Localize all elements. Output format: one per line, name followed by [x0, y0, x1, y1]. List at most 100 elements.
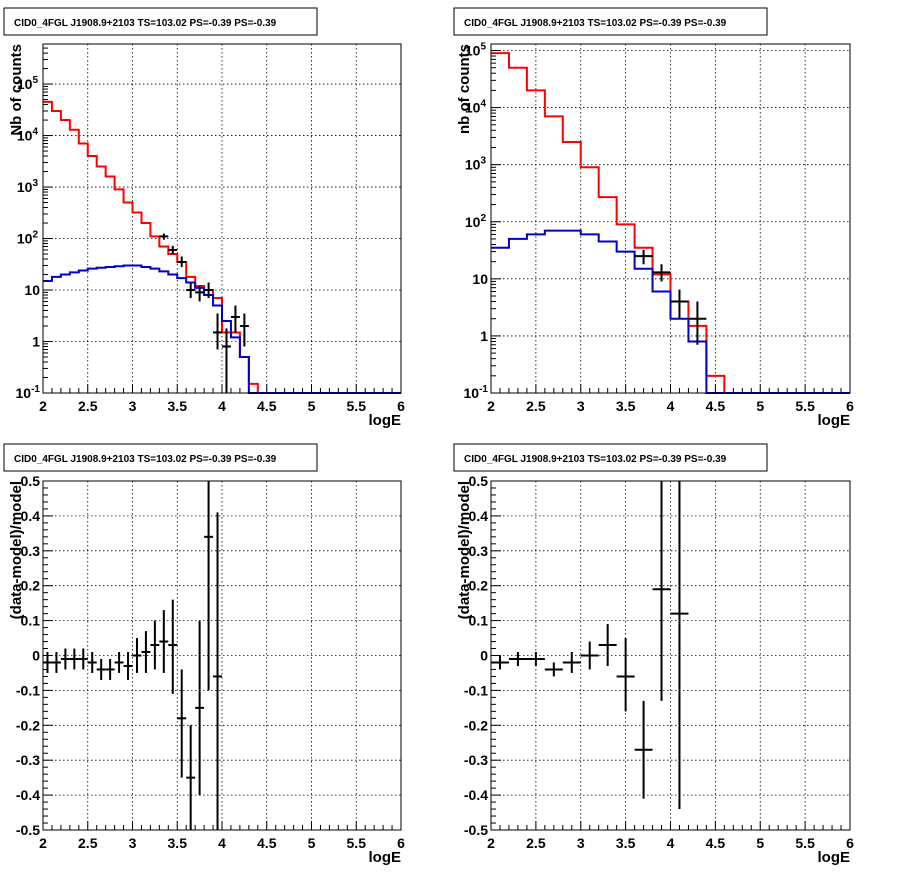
y-tick-label: 104 [465, 99, 487, 116]
y-tick-label: -0.5 [16, 822, 40, 838]
title-box [453, 443, 768, 472]
x-axis-label: logE [369, 849, 402, 866]
y-tick-exponent: 3 [480, 156, 486, 167]
x-tick-label: 6 [397, 835, 405, 851]
chart-panel-1: CID0_4FGL J1908.9+2103 TS=103.02 PS=-0.3… [3, 7, 405, 429]
y-tick-label: 10-1 [464, 384, 489, 401]
chart-title: CID0_4FGL J1908.9+2103 TS=103.02 PS=-0.3… [464, 454, 727, 465]
x-tick-label: 3 [577, 835, 585, 851]
plot-frame [42, 43, 402, 394]
y-tick-label: 0.2 [21, 578, 41, 594]
title-box [3, 7, 318, 36]
x-tick-label: 3.5 [616, 398, 636, 414]
x-tick-label: 2 [39, 398, 47, 414]
y-tick-exponent: 3 [32, 178, 38, 189]
y-tick-label: -0.3 [16, 752, 40, 768]
y-tick-mantissa: 1 [480, 328, 488, 344]
x-tick-label: 4 [667, 835, 675, 851]
y-tick-mantissa: 10 [472, 271, 488, 287]
x-axis-label: logE [818, 412, 851, 429]
y-tick-label: -0.2 [464, 717, 488, 733]
y-tick-label: -0.4 [464, 787, 488, 803]
chart-title: CID0_4FGL J1908.9+2103 TS=103.02 PS=-0.3… [14, 18, 277, 29]
y-tick-label: 10-1 [16, 384, 41, 401]
y-tick-label: 0.1 [469, 613, 489, 629]
x-tick-label: 3 [129, 835, 137, 851]
title-box [453, 7, 768, 36]
x-tick-label: 5 [756, 398, 764, 414]
x-tick-label: 2 [487, 398, 495, 414]
x-tick-label: 3 [129, 398, 137, 414]
y-axis-label: nb of counts [456, 44, 473, 134]
y-tick-exponent: 4 [480, 99, 486, 110]
chart-panel-2: CID0_4FGL J1908.9+2103 TS=103.02 PS=-0.3… [453, 7, 854, 429]
x-tick-label: 2 [487, 835, 495, 851]
x-tick-label: 2.5 [78, 398, 98, 414]
y-tick-label: 103 [465, 156, 487, 173]
y-tick-label: 10 [24, 282, 40, 298]
x-tick-label: 5 [756, 835, 764, 851]
x-tick-label: 4 [667, 398, 675, 414]
y-tick-label: 1 [480, 328, 488, 344]
y-tick-exponent: 5 [480, 42, 486, 53]
y-tick-label: -0.2 [16, 717, 40, 733]
y-tick-exponent: -1 [31, 384, 40, 395]
y-tick-mantissa: 10 [17, 179, 33, 195]
x-tick-label: 5 [308, 398, 316, 414]
y-tick-mantissa: 10 [464, 385, 480, 401]
y-tick-label: 102 [17, 230, 39, 247]
x-tick-label: 4.5 [257, 835, 277, 851]
y-tick-label: 0.4 [21, 508, 41, 524]
y-tick-label: 0.5 [21, 473, 41, 489]
y-tick-exponent: 2 [480, 213, 486, 224]
x-tick-label: 5.5 [795, 398, 815, 414]
y-tick-label: 103 [17, 178, 39, 195]
x-axis-label: logE [818, 849, 851, 866]
x-tick-label: 5.5 [795, 835, 815, 851]
y-tick-exponent: 5 [32, 75, 38, 86]
y-tick-exponent: 2 [32, 230, 38, 241]
y-tick-mantissa: 1 [32, 334, 40, 350]
chart-panel-3: CID0_4FGL J1908.9+2103 TS=103.02 PS=-0.3… [3, 443, 405, 866]
y-tick-label: 0.3 [21, 543, 41, 559]
y-tick-label: 0.2 [469, 578, 489, 594]
y-tick-exponent: 4 [32, 127, 38, 138]
x-axis-label: logE [369, 412, 402, 429]
chart-panel-4: CID0_4FGL J1908.9+2103 TS=103.02 PS=-0.3… [453, 443, 854, 866]
x-tick-label: 2.5 [526, 398, 546, 414]
y-tick-label: 0.3 [469, 543, 489, 559]
x-tick-label: 3 [577, 398, 585, 414]
y-tick-mantissa: 10 [17, 231, 33, 247]
y-tick-label: -0.5 [464, 822, 488, 838]
y-tick-label: 104 [17, 127, 39, 144]
x-tick-label: 4.5 [706, 835, 726, 851]
x-tick-label: 5.5 [347, 835, 367, 851]
y-tick-mantissa: 10 [465, 100, 481, 116]
y-axis-label: (data-model)/model [8, 481, 25, 619]
y-tick-label: 10 [472, 271, 488, 287]
y-tick-mantissa: 10 [465, 43, 481, 59]
x-tick-label: 4 [218, 398, 226, 414]
x-tick-label: 6 [846, 398, 854, 414]
x-tick-label: 6 [397, 398, 405, 414]
x-tick-label: 5.5 [347, 398, 367, 414]
title-box [3, 443, 318, 472]
y-tick-label: 0.1 [21, 613, 41, 629]
x-tick-label: 3.5 [168, 398, 188, 414]
x-tick-label: 3.5 [616, 835, 636, 851]
y-tick-mantissa: 10 [16, 385, 32, 401]
chart-title: CID0_4FGL J1908.9+2103 TS=103.02 PS=-0.3… [464, 18, 727, 29]
x-tick-label: 4.5 [706, 398, 726, 414]
y-tick-mantissa: 10 [17, 128, 33, 144]
y-tick-label: 0.4 [469, 508, 489, 524]
y-axis-label: Nb of counts [8, 44, 25, 136]
y-axis-label: (data-model)/model [456, 481, 473, 619]
y-tick-label: -0.1 [464, 682, 488, 698]
y-tick-mantissa: 10 [465, 214, 481, 230]
x-tick-label: 2.5 [526, 835, 546, 851]
x-tick-label: 2.5 [78, 835, 98, 851]
y-tick-label: -0.1 [16, 682, 40, 698]
plot-frame [490, 43, 851, 394]
